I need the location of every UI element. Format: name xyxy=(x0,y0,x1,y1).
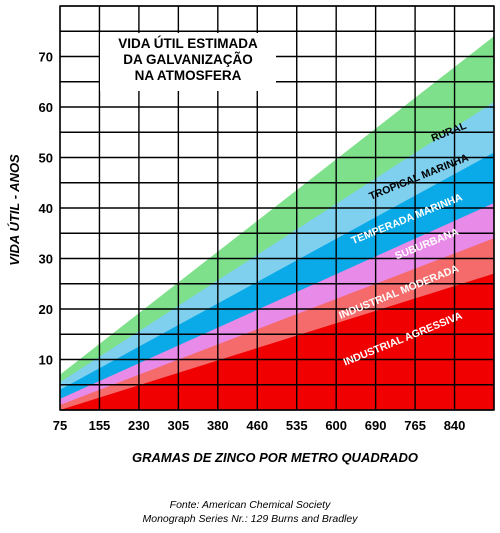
title-box xyxy=(100,33,276,91)
band-industrial-agressiva xyxy=(60,273,494,410)
x-tick-label: 690 xyxy=(365,418,387,433)
x-tick-label: 765 xyxy=(404,418,426,433)
x-tick-label: 600 xyxy=(325,418,347,433)
y-tick-label: 20 xyxy=(39,302,53,317)
plot-border xyxy=(59,5,495,411)
y-axis-label: VIDA ÚTIL - ANOS xyxy=(7,154,22,266)
y-tick-label: 40 xyxy=(39,201,53,216)
x-tick-label: 305 xyxy=(168,418,190,433)
x-tick-label: 535 xyxy=(286,418,308,433)
y-tick-label: 60 xyxy=(39,100,53,115)
x-tick-label: 230 xyxy=(128,418,150,433)
x-tick-label: 380 xyxy=(207,418,229,433)
y-tick-label: 10 xyxy=(39,353,53,368)
x-tick-label: 460 xyxy=(246,418,268,433)
y-tick-label: 50 xyxy=(39,151,53,166)
x-tick-label: 155 xyxy=(89,418,111,433)
x-tick-labels: 75 155 230 305 380 460 535 600 690 765 840 xyxy=(53,418,466,433)
chart-title-line-3: NA ATMOSFERA xyxy=(135,68,242,83)
y-tick-labels: 10 20 30 40 50 60 70 xyxy=(39,50,53,368)
chart-title-line-2: DA GALVANIZAÇÃO xyxy=(123,52,253,67)
x-tick-label: 75 xyxy=(53,418,67,433)
x-tick-label: 840 xyxy=(444,418,466,433)
source-line-1: Fonte: American Chemical Society xyxy=(169,499,331,511)
y-tick-label: 70 xyxy=(39,50,53,65)
x-axis-label: GRAMAS DE ZINCO POR METRO QUADRADO xyxy=(132,450,418,465)
band-areas xyxy=(60,6,494,411)
source-line-2: Monograph Series Nr.: 129 Burns and Brad… xyxy=(142,513,358,525)
y-tick-label: 30 xyxy=(39,252,53,267)
chart-title-line-1: VIDA ÚTIL ESTIMADA xyxy=(118,36,258,51)
